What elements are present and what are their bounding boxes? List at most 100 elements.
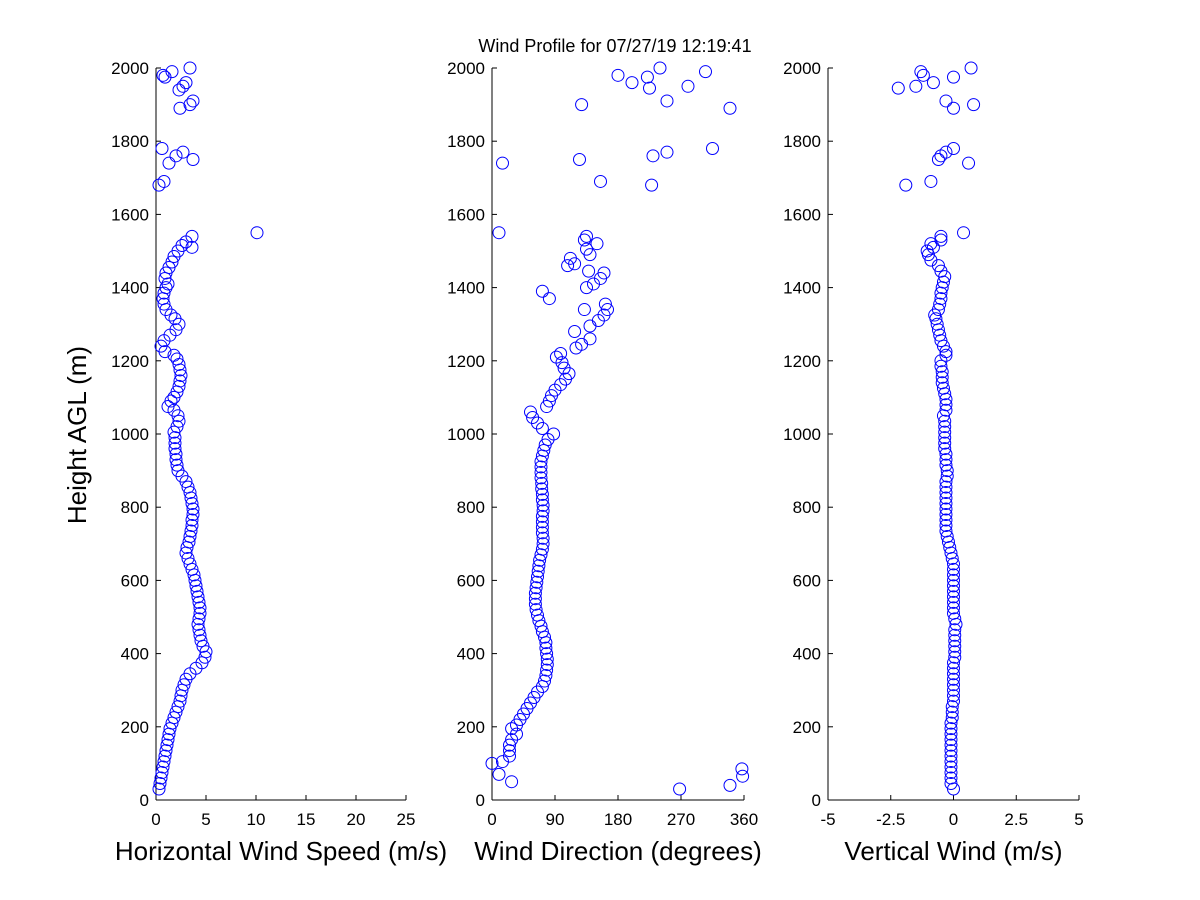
data-point [939, 94, 953, 108]
data-point [536, 504, 550, 518]
data-point [185, 497, 199, 511]
data-point [185, 240, 199, 254]
data-point [165, 65, 179, 79]
data-point [967, 98, 981, 112]
data-point [535, 493, 549, 507]
data-point [531, 564, 545, 578]
data-point [930, 317, 944, 331]
data-point [492, 226, 506, 240]
data-point [547, 427, 561, 441]
data-point [157, 286, 171, 300]
data-point [938, 442, 952, 456]
data-point [939, 480, 953, 494]
data-point [939, 403, 953, 417]
data-point [590, 237, 604, 251]
y-tick-label: 200 [121, 718, 149, 737]
y-tick-label: 1400 [447, 279, 485, 298]
data-point [939, 486, 953, 500]
data-point [944, 744, 958, 758]
y-tick-label: 800 [121, 498, 149, 517]
y-tick-label: 1800 [447, 132, 485, 151]
data-point [174, 368, 188, 382]
data-point [939, 491, 953, 505]
data-point [159, 744, 173, 758]
x-tick-label: 90 [546, 810, 565, 829]
data-point [181, 480, 195, 494]
data-point [193, 601, 207, 615]
data-point [505, 775, 519, 789]
data-point [947, 689, 960, 703]
data-point [535, 515, 549, 529]
data-point [170, 458, 184, 472]
data-point [891, 81, 905, 95]
y-tick-label: 1800 [111, 132, 149, 151]
data-point [183, 98, 197, 112]
data-point [947, 683, 960, 697]
data-point [940, 529, 954, 543]
x-tick-label: 25 [397, 810, 416, 829]
data-point [944, 755, 958, 769]
data-point [193, 628, 207, 642]
data-point [162, 156, 176, 170]
y-tick-label: 600 [457, 571, 485, 590]
y-tick-label: 400 [793, 645, 821, 664]
data-point [529, 603, 543, 617]
data-point [534, 460, 548, 474]
data-point [964, 61, 978, 75]
data-point [575, 98, 589, 112]
data-point [723, 778, 737, 792]
data-point [594, 174, 607, 188]
data-point [957, 226, 971, 240]
y-tick-label: 1800 [783, 132, 821, 151]
data-point [939, 458, 953, 472]
data-point [183, 529, 197, 543]
y-tick-label: 1600 [111, 205, 149, 224]
data-point [945, 711, 959, 725]
y-tick-label: 600 [793, 571, 821, 590]
data-point [175, 469, 189, 483]
data-point [938, 414, 952, 428]
data-point [723, 101, 737, 115]
data-point [161, 733, 175, 747]
data-point [540, 652, 554, 666]
data-point [505, 722, 519, 736]
data-point [529, 581, 543, 595]
data-point [947, 661, 960, 675]
data-point [938, 431, 952, 445]
data-point [172, 83, 186, 97]
data-point [175, 239, 189, 253]
data-point [173, 374, 187, 388]
data-point [177, 678, 191, 692]
data-point [172, 379, 186, 393]
data-point [160, 738, 174, 752]
data-point [198, 650, 212, 664]
data-point [189, 579, 203, 593]
data-point [577, 303, 591, 317]
data-point [643, 81, 656, 95]
data-point [947, 568, 960, 582]
data-point [169, 453, 183, 467]
data-point [250, 226, 264, 240]
data-point [948, 639, 962, 653]
data-point [944, 738, 958, 752]
data-point [640, 70, 654, 84]
data-point [557, 361, 571, 375]
data-point [158, 749, 172, 763]
data-point [154, 771, 168, 785]
data-point [660, 145, 674, 159]
data-point [536, 537, 550, 551]
data-point [948, 650, 962, 664]
y-tick-label: 1600 [447, 205, 485, 224]
x-axis-title: Horizontal Wind Speed (m/s) [115, 836, 447, 866]
data-point [573, 153, 586, 166]
y-tick-label: 2000 [783, 59, 821, 78]
data-point [947, 595, 960, 609]
vertical-wind-panel: 0 200 400 600 800 1000 1200 1400 1600 1800 2000 -5 -… [783, 59, 1084, 866]
x-tick-label: 0 [151, 810, 160, 829]
x-tick-label: 360 [730, 810, 758, 829]
x-tick-label: 0 [487, 810, 496, 829]
data-point [540, 658, 554, 672]
data-point [934, 264, 948, 278]
wind-direction-panel: 0 200 400 600 800 1000 1200 1400 1600 1800 2000 0 90… [447, 59, 762, 866]
